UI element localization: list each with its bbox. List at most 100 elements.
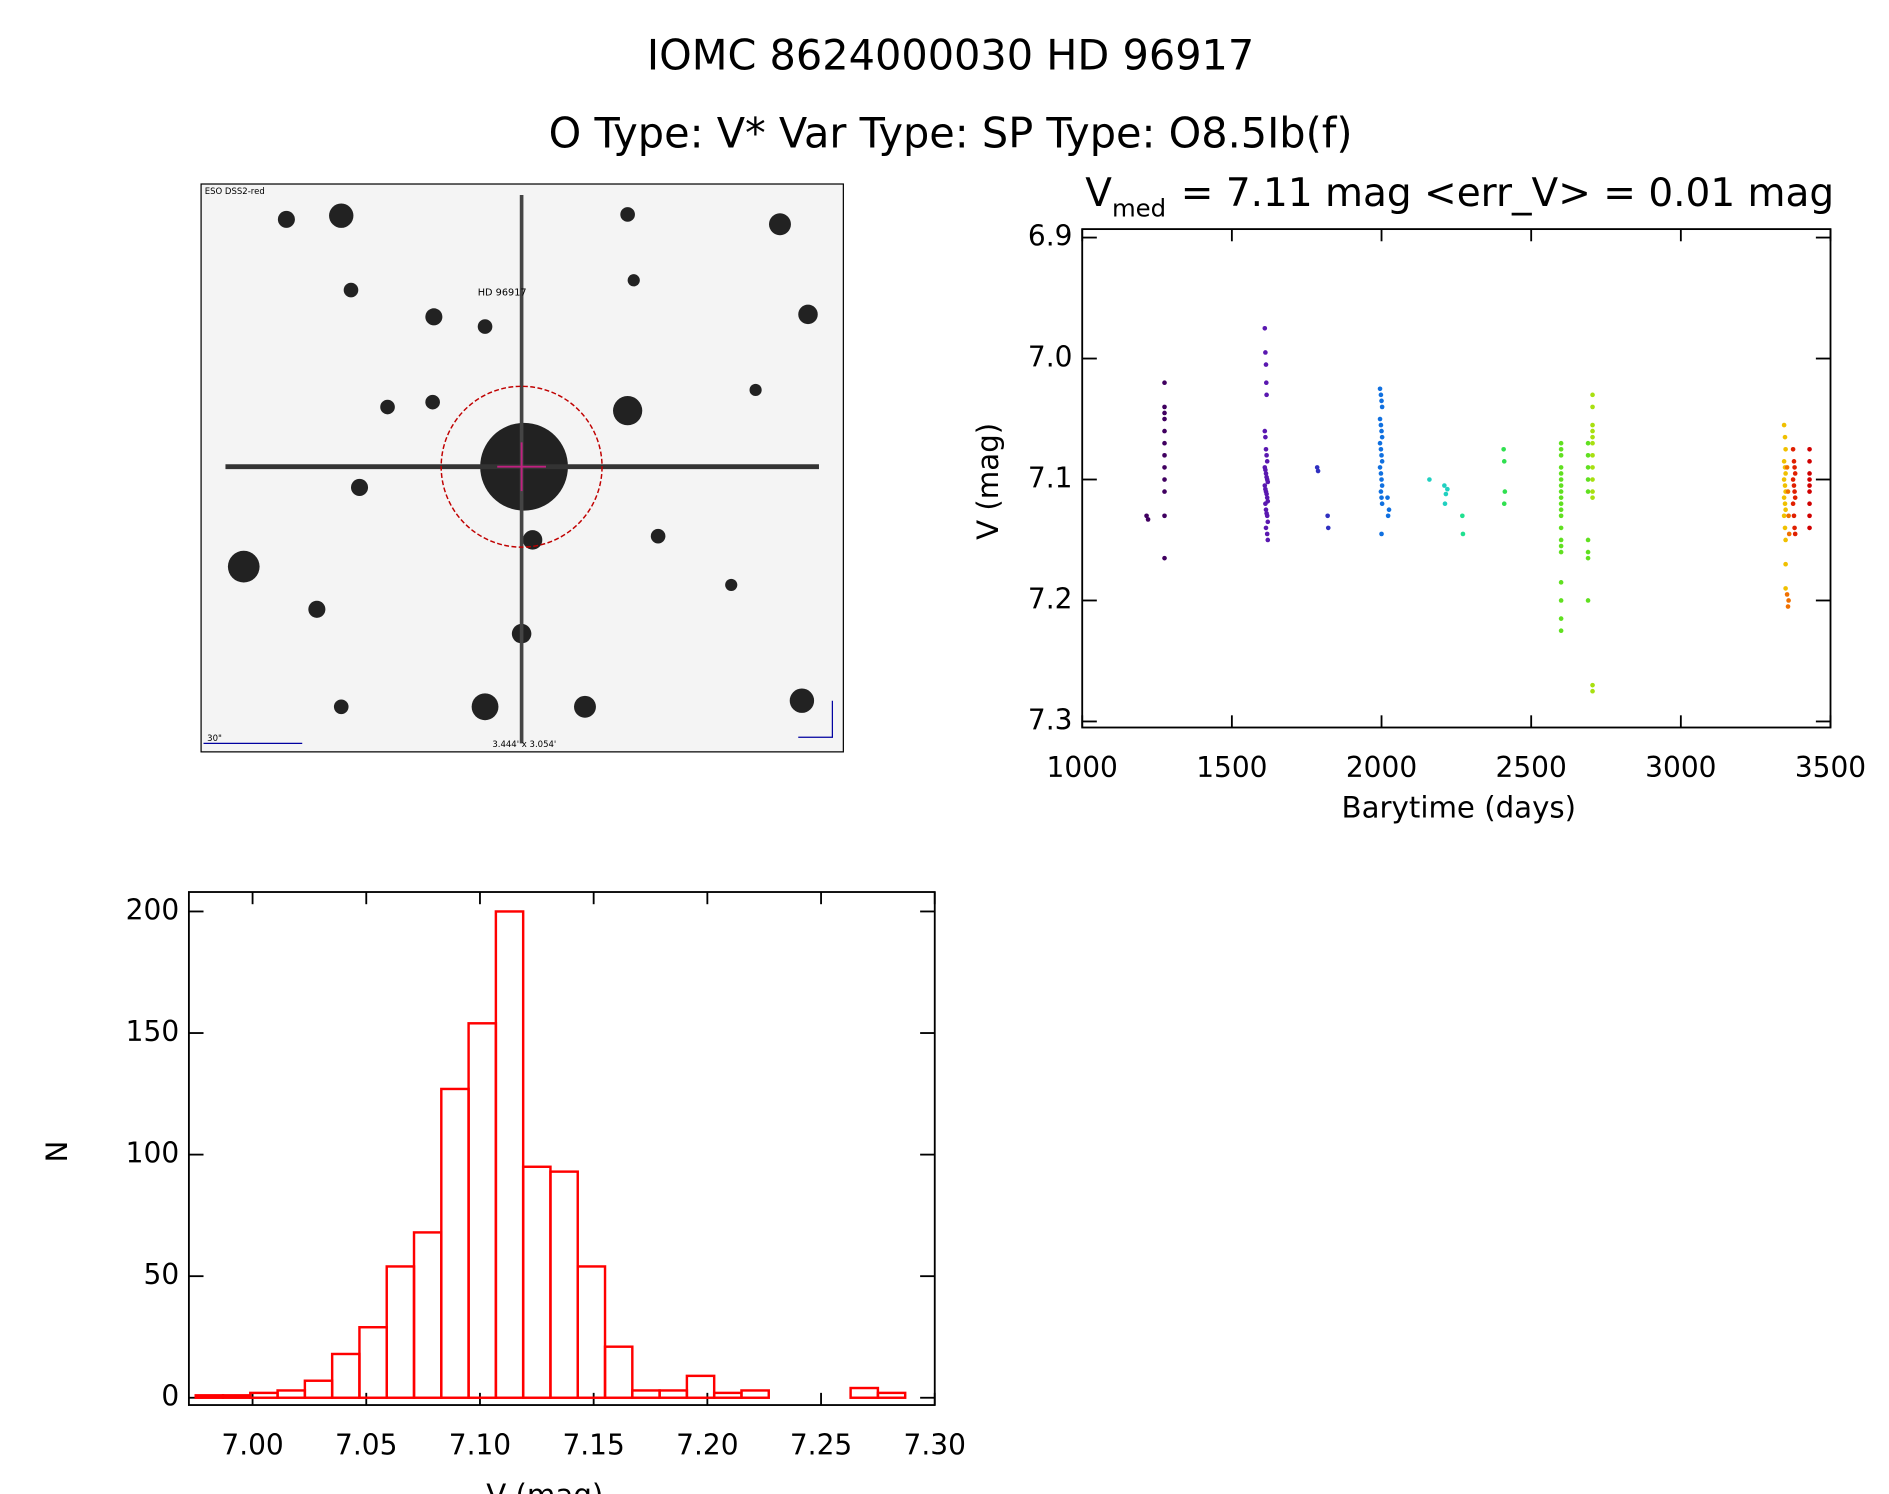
histogram-bar (521, 1165, 552, 1399)
x-axis-label: Barytime (days) (1342, 791, 1576, 825)
y-tick-label: 6.9 (1028, 220, 1073, 253)
point (1162, 465, 1167, 470)
point (1264, 452, 1269, 458)
point (1379, 452, 1384, 458)
histogram-bar (330, 1352, 361, 1399)
point (1162, 380, 1167, 386)
point (1262, 483, 1268, 488)
point (1263, 525, 1269, 531)
point (1442, 501, 1448, 507)
point (1263, 350, 1268, 355)
histogram-bar (631, 1389, 661, 1399)
point (1590, 440, 1595, 446)
point (1445, 486, 1450, 492)
stats-text: = 7.11 mag <err_V> = 0.01 mag (1181, 170, 1834, 215)
point (1501, 459, 1507, 464)
x-tick-label: 7.30 (904, 1428, 966, 1461)
point (1590, 465, 1595, 470)
point (1781, 495, 1787, 500)
point (1590, 495, 1595, 500)
point (1379, 495, 1384, 500)
y-axis-label: V (mag) (971, 423, 1005, 540)
point (1590, 477, 1595, 482)
x-tick-label: 7.05 (335, 1428, 397, 1461)
point (1265, 479, 1271, 485)
x-axis-label: V (mag) (486, 1478, 603, 1494)
point (1784, 465, 1790, 470)
point (1590, 688, 1595, 694)
stats-subscript: med (1112, 194, 1166, 223)
x-tick-label: 1500 (1196, 751, 1267, 784)
histogram-bar (385, 1265, 416, 1399)
point (1782, 483, 1788, 488)
point (1162, 404, 1167, 410)
histogram-bar (249, 1391, 279, 1399)
point (1262, 325, 1268, 331)
point (1783, 471, 1788, 476)
point (1792, 465, 1797, 470)
point (1263, 380, 1269, 386)
histogram-bar (685, 1374, 716, 1399)
point (1379, 531, 1384, 537)
point (1385, 495, 1390, 500)
point (1427, 477, 1432, 482)
point (1785, 604, 1791, 609)
point (1590, 428, 1595, 434)
point (1378, 489, 1384, 494)
y-tick-label: 150 (126, 1015, 179, 1048)
histogram-bar (303, 1379, 334, 1399)
y-tick-label: 200 (126, 893, 179, 926)
plot-frame (1081, 228, 1832, 729)
point (1807, 471, 1812, 476)
point (1502, 489, 1508, 494)
point (1558, 525, 1564, 531)
y-tick-label: 100 (126, 1137, 179, 1170)
point (1807, 501, 1812, 507)
histogram-bar (603, 1345, 634, 1399)
y-tick-label: 7.2 (1028, 582, 1073, 615)
y-tick-label: 50 (143, 1258, 179, 1291)
point (1785, 489, 1791, 494)
point (1377, 465, 1383, 470)
point (1325, 513, 1330, 519)
point (1791, 513, 1797, 519)
point (1558, 471, 1564, 476)
point (1460, 531, 1466, 537)
point (1145, 517, 1151, 522)
histogram-bar (740, 1389, 770, 1399)
x-tick-label: 7.20 (676, 1428, 738, 1461)
point (1379, 477, 1384, 482)
histogram-bar (221, 1394, 252, 1399)
point (1783, 537, 1788, 543)
point (1585, 489, 1591, 494)
point (1442, 483, 1447, 488)
point (1460, 513, 1465, 519)
x-tick-label: 3500 (1795, 751, 1866, 784)
x-tick-label: 2000 (1346, 751, 1417, 784)
point (1162, 489, 1167, 494)
histogram-bar (358, 1326, 388, 1399)
point (1162, 410, 1167, 416)
image-survey: ESO DSS2-red (205, 187, 265, 197)
histogram-bar (194, 1394, 225, 1399)
point (1781, 513, 1787, 519)
point (1558, 598, 1564, 603)
point (1162, 477, 1167, 482)
point (1501, 446, 1506, 452)
point (1379, 483, 1385, 488)
point (1792, 525, 1797, 531)
sky-image: ESO DSS2-red HD 96917 30" 3.444' x 3.054… (200, 183, 844, 753)
point (1443, 491, 1449, 497)
point (1385, 513, 1391, 519)
point (1264, 531, 1270, 537)
point (1378, 392, 1384, 398)
x-tick-label: 7.15 (562, 1428, 624, 1461)
point (1264, 392, 1269, 398)
point (1378, 471, 1384, 476)
point (1782, 501, 1788, 507)
histogram-bar (876, 1391, 907, 1399)
point (1790, 501, 1796, 507)
histogram-bar (576, 1265, 607, 1399)
point (1585, 477, 1591, 482)
